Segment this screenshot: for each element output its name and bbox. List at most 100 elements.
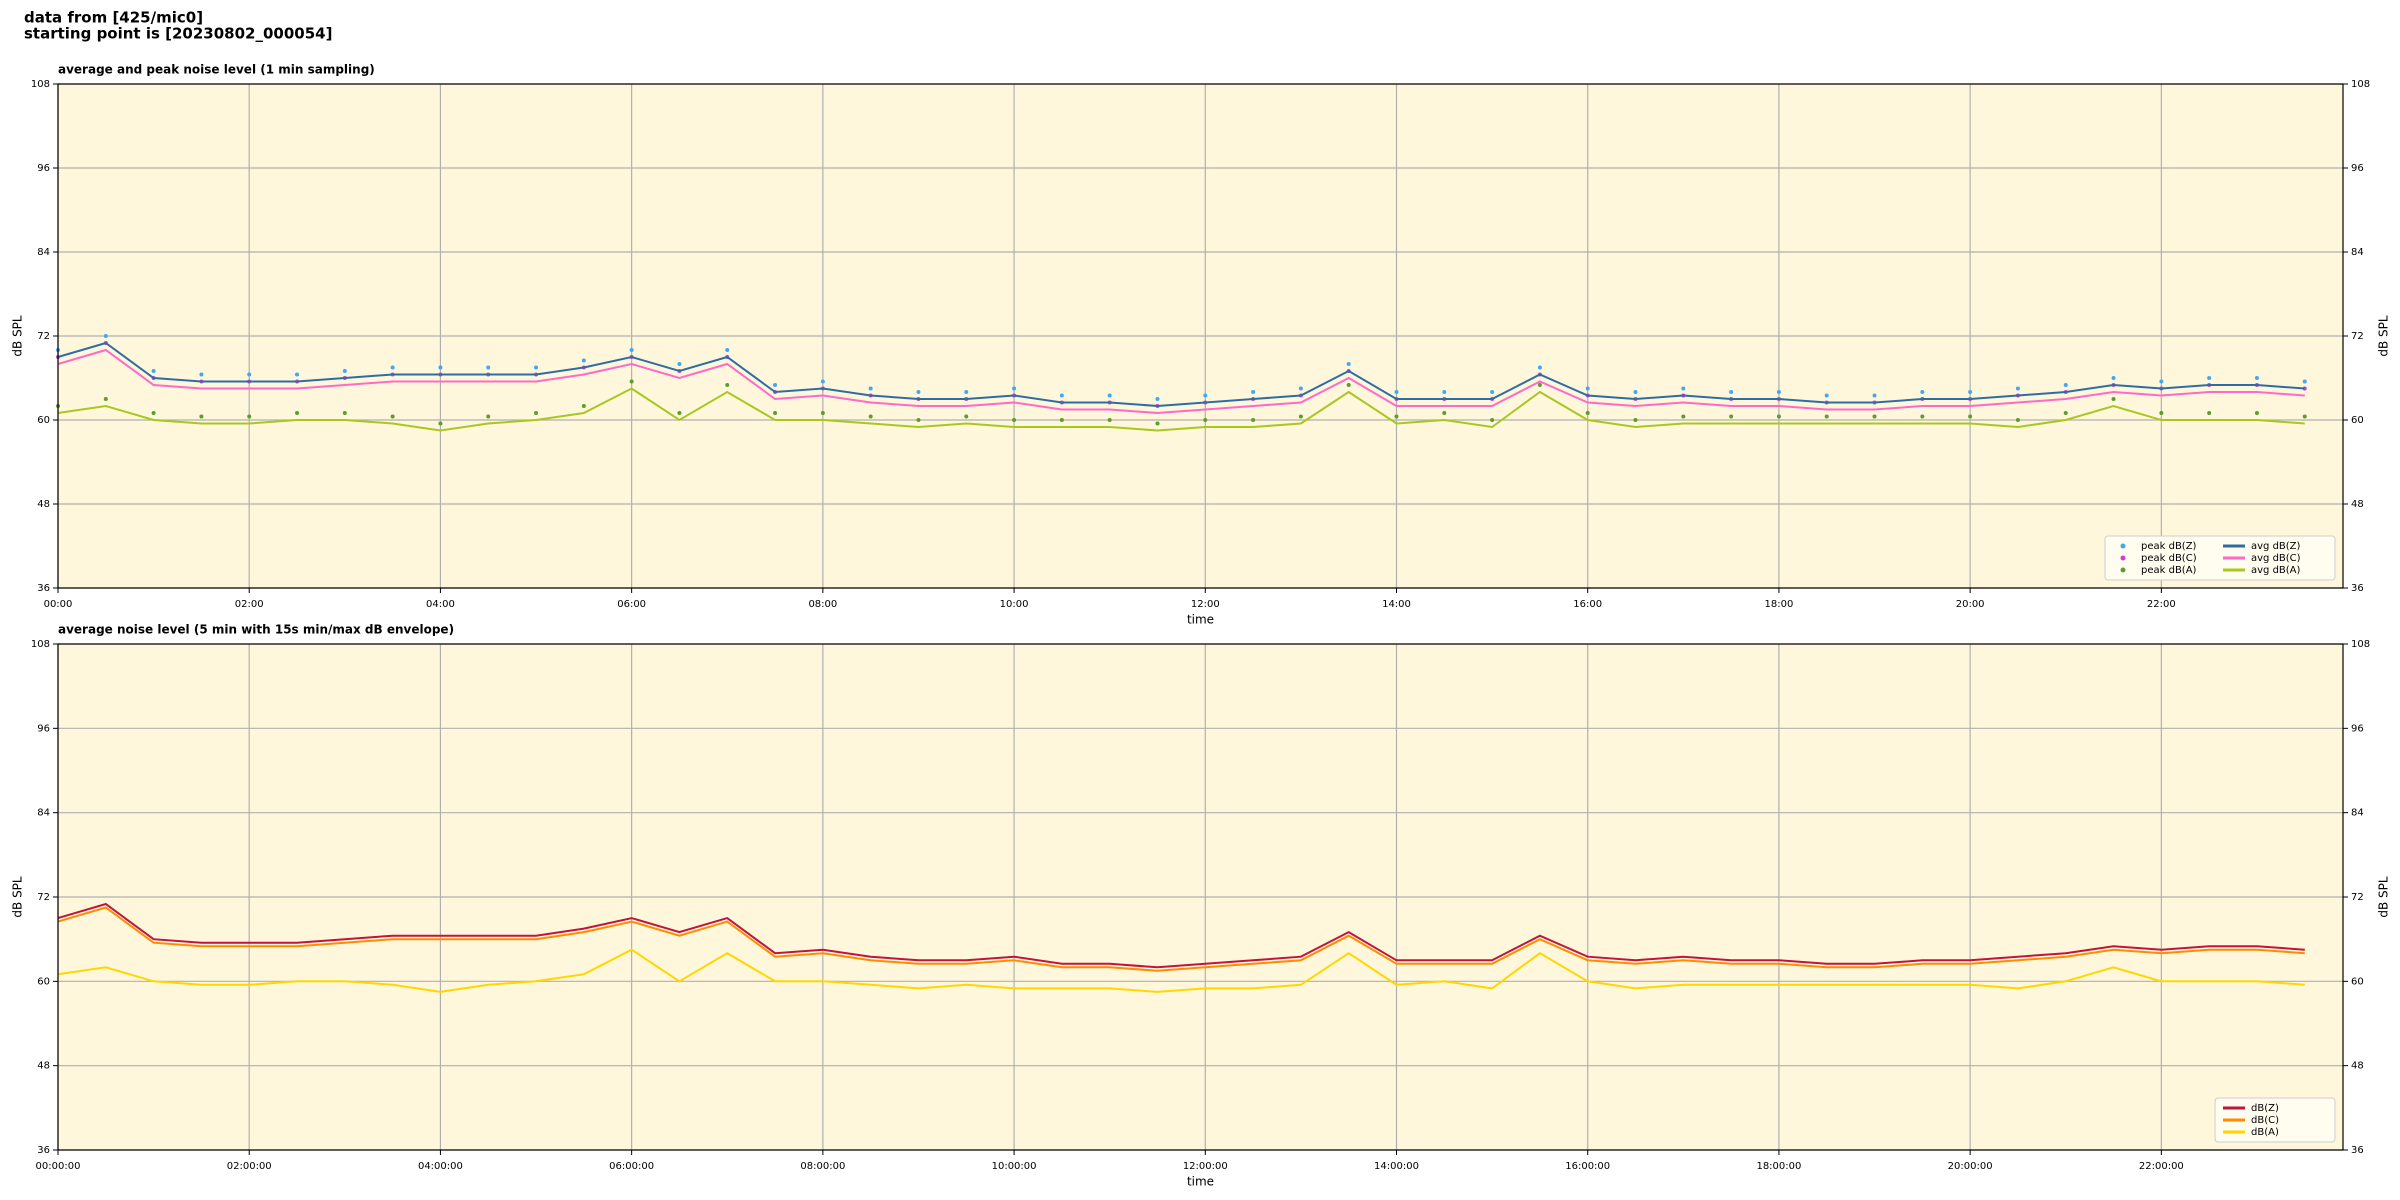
- y2-tick-label: 84: [2351, 247, 2364, 258]
- peak-dot: [1968, 414, 1973, 419]
- peak-dot: [1442, 411, 1447, 415]
- peak-dot: [2015, 386, 2020, 391]
- peak-dot: [1633, 418, 1638, 422]
- peak-dot: [2254, 376, 2259, 380]
- peak-dot: [390, 414, 395, 419]
- legend-label: peak dB(C): [2141, 553, 2197, 564]
- peak-dot: [820, 379, 825, 384]
- x-tick-label: 18:00:00: [1756, 1161, 1801, 1172]
- peak-dot: [677, 362, 682, 366]
- peak-dot: [1585, 411, 1590, 415]
- peak-dot: [1729, 414, 1734, 419]
- x-tick-label: 10:00:00: [992, 1161, 1037, 1172]
- x-tick-label: 04:00: [426, 599, 455, 610]
- peak-dot: [1776, 390, 1781, 394]
- peak-dot: [1251, 418, 1256, 422]
- peak-dot: [295, 372, 300, 377]
- x-tick-label: 20:00:00: [1948, 1161, 1993, 1172]
- peak-dot: [677, 411, 682, 415]
- peak-dot: [1012, 418, 1017, 422]
- peak-dot: [1585, 386, 1590, 391]
- peak-dot: [773, 411, 778, 415]
- y-tick-label: 108: [31, 79, 50, 90]
- x-tick-label: 12:00:00: [1183, 1161, 1228, 1172]
- peak-dot: [486, 414, 491, 419]
- y2-tick-label: 36: [2351, 1145, 2364, 1156]
- peak-dot: [964, 414, 969, 419]
- series-line: [57, 948, 2305, 993]
- peak-dot: [247, 372, 252, 377]
- y2-axis-label: dB SPL: [2377, 876, 2391, 918]
- peak-dot: [1155, 397, 1160, 401]
- series-line: [57, 906, 2305, 972]
- peak-dot: [1729, 390, 1734, 394]
- peak-dot: [581, 358, 586, 363]
- y2-tick-label: 96: [2351, 723, 2364, 734]
- x-tick-label: 02:00:00: [227, 1161, 272, 1172]
- peak-dot: [1537, 383, 1542, 387]
- x-tick-label: 22:00:00: [2139, 1161, 2184, 1172]
- y-axis-label: dB SPL: [11, 876, 25, 918]
- legend-box: [2104, 535, 2336, 581]
- y-tick-label: 72: [37, 892, 50, 903]
- y2-axis-label: dB SPL: [2377, 315, 2391, 357]
- header-line: starting point is [20230802_000054]: [24, 25, 332, 43]
- peak-dot: [1633, 390, 1638, 394]
- peak-dot: [725, 348, 730, 352]
- peak-dot: [534, 365, 539, 370]
- legend-label: peak dB(Z): [2141, 541, 2197, 552]
- peak-dot: [438, 421, 443, 426]
- peak-dot: [199, 372, 204, 377]
- peak-dot: [1442, 390, 1447, 394]
- peak-dot: [1059, 393, 1064, 398]
- peak-dot: [1059, 418, 1064, 422]
- peak-dot: [1968, 390, 1973, 394]
- peak-dot: [2207, 411, 2212, 415]
- x-tick-label: 02:00: [235, 599, 264, 610]
- y2-tick-label: 60: [2351, 976, 2364, 987]
- x-tick-label: 08:00: [808, 599, 837, 610]
- peak-dot: [1203, 418, 1208, 422]
- peak-dot: [1537, 365, 1542, 370]
- y-tick-label: 48: [37, 1061, 50, 1072]
- peak-dot: [103, 334, 108, 338]
- peak-dot: [2159, 411, 2164, 415]
- legend-label: peak dB(A): [2141, 565, 2197, 576]
- x-tick-label: 14:00: [1382, 599, 1411, 610]
- legend-marker: [2120, 567, 2126, 573]
- y-tick-label: 108: [31, 639, 50, 650]
- series-line: [57, 387, 2305, 432]
- x-tick-label: 22:00: [2147, 599, 2176, 610]
- legend-marker: [2120, 543, 2126, 549]
- chart-title: average noise level (5 min with 15s min/…: [58, 623, 454, 637]
- peak-dot: [2254, 411, 2259, 415]
- legend-marker: [2120, 555, 2126, 561]
- series-line: [57, 348, 2305, 415]
- x-tick-label: 00:00: [44, 599, 73, 610]
- peak-dot: [868, 386, 873, 391]
- peak-dot: [2111, 376, 2116, 380]
- peak-dot: [2302, 379, 2307, 384]
- y2-tick-label: 36: [2351, 583, 2364, 594]
- y2-tick-label: 60: [2351, 415, 2364, 426]
- peak-dot: [2015, 418, 2020, 422]
- peak-dot: [2207, 376, 2212, 380]
- peak-dot: [295, 411, 300, 415]
- y-tick-label: 96: [37, 163, 50, 174]
- peak-dot: [534, 411, 539, 415]
- legend-label: dB(Z): [2251, 1103, 2279, 1114]
- peak-dot: [2063, 411, 2068, 415]
- series-line: [57, 341, 2305, 408]
- y-tick-label: 96: [37, 723, 50, 734]
- peak-dot: [1824, 414, 1829, 419]
- legend-label: dB(A): [2251, 1127, 2279, 1138]
- peak-dot: [1107, 418, 1112, 422]
- y2-tick-label: 72: [2351, 331, 2364, 342]
- peak-dot: [1920, 414, 1925, 419]
- peak-dot: [629, 348, 634, 352]
- x-tick-label: 00:00:00: [36, 1161, 81, 1172]
- peak-dot: [438, 365, 443, 370]
- peak-dot: [2159, 379, 2164, 384]
- x-axis-label: time: [1187, 613, 1214, 627]
